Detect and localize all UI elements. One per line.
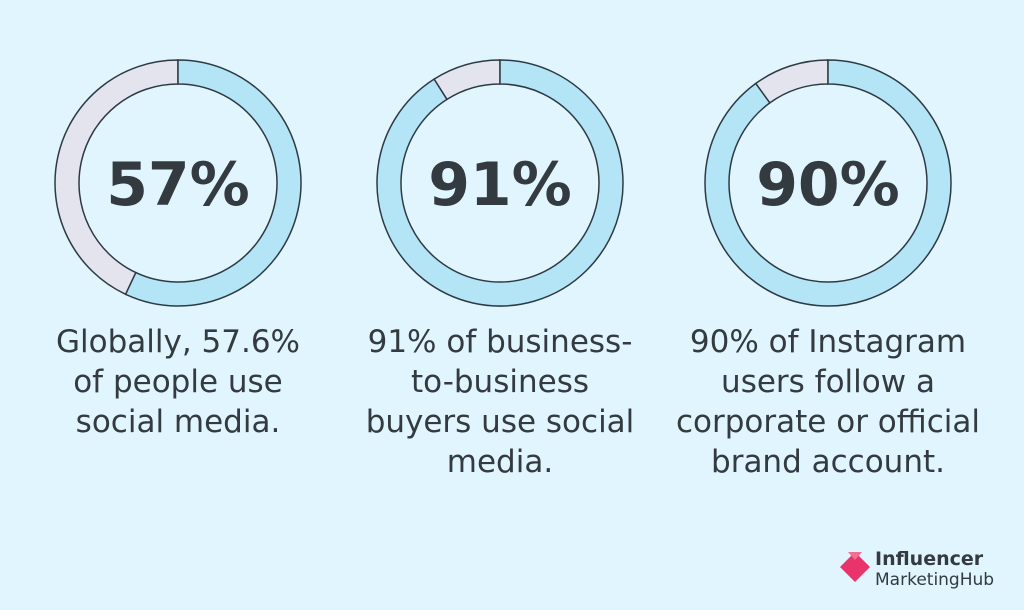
caption-line: users follow a — [721, 364, 935, 400]
logo-line1: Influencer — [875, 548, 984, 570]
value-label: 90% — [756, 150, 900, 220]
value-label: 91% — [428, 150, 572, 220]
donut-segment — [124, 59, 302, 307]
logo-line2: MarketingHub — [875, 570, 994, 590]
donut-segment — [376, 59, 624, 307]
caption-line: Globally, 57.6% — [56, 324, 300, 360]
caption-line: of people use — [73, 364, 283, 400]
value-label: 57% — [106, 150, 250, 220]
caption-line: buyers use social — [366, 404, 635, 440]
logo-icon — [840, 552, 870, 582]
caption-line: brand account. — [711, 444, 945, 480]
donut-segment — [704, 59, 952, 307]
caption-line: social media. — [76, 404, 281, 440]
caption-line: 91% of business- — [368, 324, 633, 360]
caption-line: corporate or official — [676, 404, 980, 440]
logo-icon-accent — [848, 552, 862, 560]
caption-line: media. — [447, 444, 553, 480]
caption-line: 90% of Instagram — [690, 324, 966, 360]
caption-line: to-business — [411, 364, 589, 400]
